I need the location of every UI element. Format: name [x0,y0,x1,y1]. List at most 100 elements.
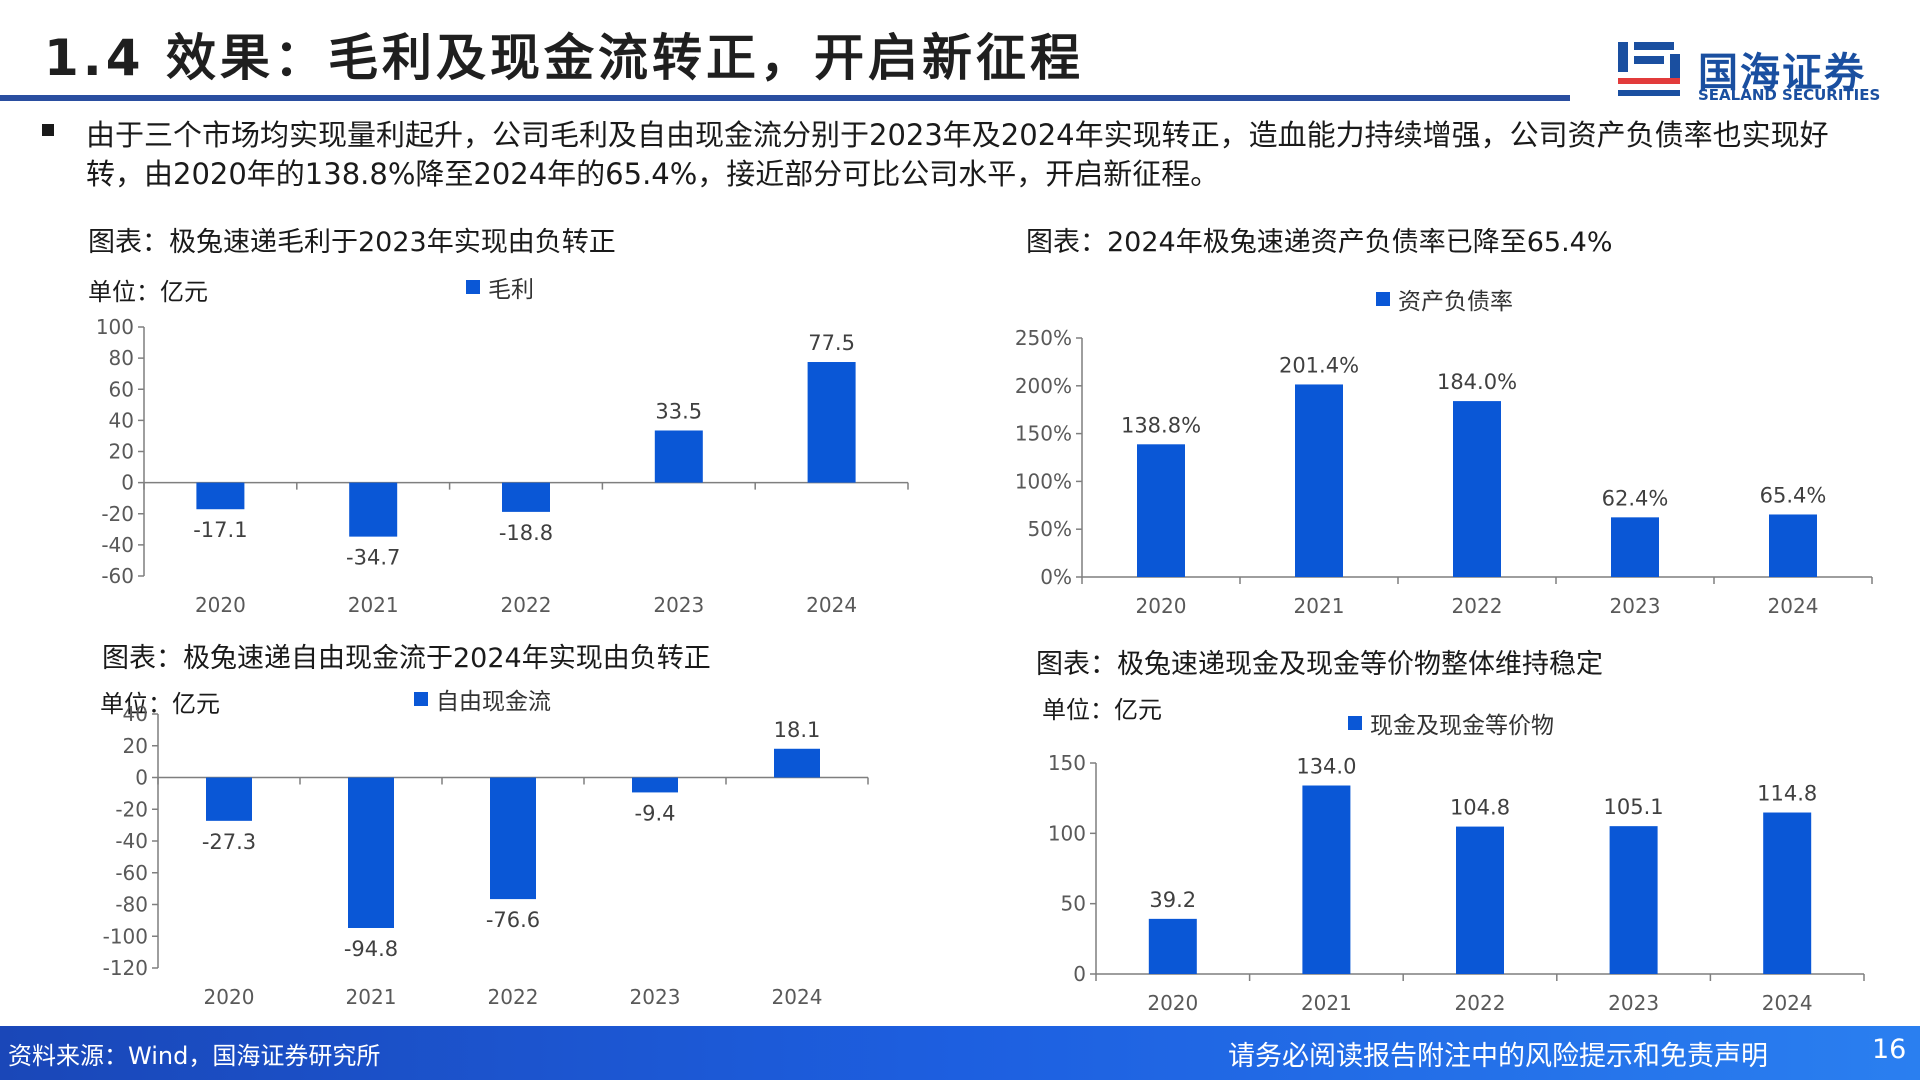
x-tick-label: 2022 [1452,594,1503,618]
data-label: 39.2 [1149,888,1196,912]
x-tick-label: 2020 [1147,991,1198,1015]
y-tick-label: -100 [103,924,148,948]
y-tick-label: 60 [109,377,134,401]
legend-swatch [1376,292,1390,306]
data-label: 62.4% [1602,486,1669,510]
page-number: 16 [1872,1034,1907,1065]
company-logo: 国海证券 SEALAND SECURITIES [1614,34,1884,106]
chart-title-debt-ratio: 图表：2024年极兔速递资产负债率已降至65.4% [1026,227,1613,258]
bullet-icon [42,124,54,136]
x-tick-label: 2021 [346,985,397,1009]
bar [1763,812,1812,974]
x-tick-label: 2024 [806,593,857,617]
legend-cash: 现金及现金等价物 [1348,706,1554,740]
chart-title-free-cash-flow: 图表：极兔速递自由现金流于2024年实现由负转正 [102,643,711,674]
x-tick-label: 2024 [772,985,823,1009]
data-label: 104.8 [1450,796,1510,820]
x-tick-label: 2023 [653,593,704,617]
bar [1456,826,1504,974]
bar [1769,514,1817,577]
x-tick-label: 2021 [1294,594,1345,618]
data-label: -27.3 [202,830,256,854]
y-tick-label: -60 [115,861,148,885]
y-tick-label: 100% [1015,469,1072,493]
chart-unit-gross-profit: 单位：亿元 [88,278,208,306]
legend-label: 毛利 [488,277,534,303]
y-tick-label: 20 [109,440,134,464]
y-tick-label: -120 [103,956,148,980]
bar [1295,384,1343,577]
bar [1137,444,1185,577]
data-label: 65.4% [1760,483,1827,507]
logo-subtext: SEALAND SECURITIES [1698,86,1881,104]
x-tick-label: 2020 [1136,594,1187,618]
chart-unit-free-cash-flow: 单位：亿元 [100,690,220,718]
bar [502,482,550,512]
data-label: 105.1 [1604,795,1664,819]
x-tick-label: 2022 [488,985,539,1009]
x-tick-label: 2023 [630,985,681,1009]
data-label: 114.8 [1757,782,1817,806]
x-tick-label: 2020 [204,985,255,1009]
intro-text: 由于三个市场均实现量利起升，公司毛利及自由现金流分别于2023年及2024年实现… [86,118,1829,191]
bar [774,748,820,778]
data-label: 201.4% [1279,353,1359,377]
data-label: 138.8% [1121,413,1201,437]
bar [1148,918,1197,974]
title-divider [0,95,1570,101]
y-tick-label: 250% [1015,326,1072,350]
data-label: 134.0 [1296,755,1356,779]
bar [807,362,856,483]
bar [349,482,398,537]
legend-free-cash-flow: 自由现金流 [414,682,551,716]
footer-bar [0,1026,1920,1080]
x-tick-label: 2020 [195,593,246,617]
y-tick-label: 150 [1048,751,1086,775]
y-tick-label: -60 [101,564,134,588]
x-tick-label: 2023 [1608,991,1659,1015]
legend-swatch [1348,716,1362,730]
data-label: 33.5 [655,399,702,423]
y-tick-label: 100 [1048,821,1086,845]
y-tick-label: -20 [101,502,134,526]
legend-gross-profit: 毛利 [466,270,534,304]
x-tick-label: 2022 [501,593,552,617]
x-tick-label: 2023 [1610,594,1661,618]
legend-swatch [466,280,480,294]
y-tick-label: 50% [1028,517,1072,541]
bar [490,777,536,900]
x-tick-label: 2021 [348,593,399,617]
legend-label: 现金及现金等价物 [1370,713,1554,739]
x-tick-label: 2022 [1455,991,1506,1015]
data-label: -76.6 [486,908,540,932]
bar [632,777,678,793]
source-note: 资料来源：Wind，国海证券研究所 [8,1042,381,1070]
y-tick-label: 0 [121,471,134,495]
x-tick-label: 2021 [1301,991,1352,1015]
x-tick-label: 2024 [1768,594,1819,618]
bar [1453,401,1501,577]
data-label: 77.5 [808,331,855,355]
bar [348,777,394,928]
y-tick-label: 100 [96,315,134,339]
disclaimer: 请务必阅读报告附注中的风险提示和免责声明 [1228,1041,1768,1072]
y-tick-label: -40 [101,533,134,557]
y-tick-label: 200% [1015,374,1072,398]
legend-label: 资产负债率 [1398,289,1513,315]
y-tick-label: -40 [115,829,148,853]
data-label: -34.7 [346,546,400,570]
bar [1302,785,1351,974]
page-title: 1.4 效果：毛利及现金流转正，开启新征程 [44,29,1084,87]
y-tick-label: 80 [109,346,134,370]
chart-title-gross-profit: 图表：极兔速递毛利于2023年实现由负转正 [88,227,616,258]
chart-title-cash: 图表：极兔速递现金及现金等价物整体维持稳定 [1036,649,1603,680]
data-label: -18.8 [499,521,553,545]
bar [206,777,252,821]
y-tick-label: 20 [123,734,148,758]
y-tick-label: 40 [123,702,148,726]
bar [196,482,245,510]
